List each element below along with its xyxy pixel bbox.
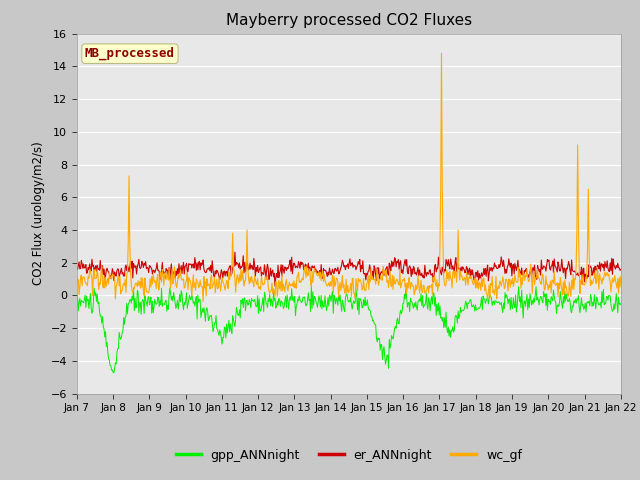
Title: Mayberry processed CO2 Fluxes: Mayberry processed CO2 Fluxes: [226, 13, 472, 28]
Y-axis label: CO2 Flux (urology/m2/s): CO2 Flux (urology/m2/s): [32, 142, 45, 286]
Text: MB_processed: MB_processed: [85, 47, 175, 60]
Legend: gpp_ANNnight, er_ANNnight, wc_gf: gpp_ANNnight, er_ANNnight, wc_gf: [171, 444, 527, 467]
